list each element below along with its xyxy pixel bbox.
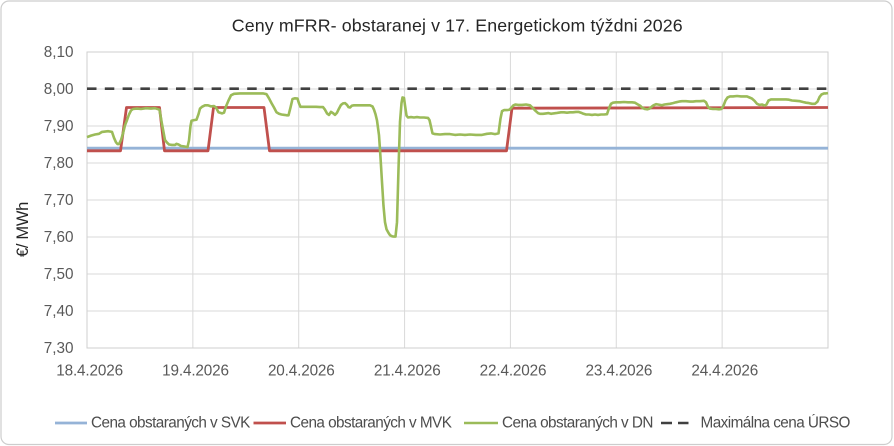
svg-text:24.4.2026: 24.4.2026 bbox=[691, 363, 758, 380]
svg-text:21.4.2026: 21.4.2026 bbox=[374, 363, 441, 380]
svg-text:8,10: 8,10 bbox=[44, 44, 74, 61]
svg-text:19.4.2026: 19.4.2026 bbox=[162, 363, 229, 380]
svg-text:7,80: 7,80 bbox=[44, 155, 74, 172]
svg-text:7,60: 7,60 bbox=[44, 229, 74, 246]
svg-text:€/ MWh: €/ MWh bbox=[14, 202, 32, 257]
svg-text:8,00: 8,00 bbox=[44, 81, 74, 98]
svg-text:7,40: 7,40 bbox=[44, 303, 74, 320]
svg-text:Maximálna cena ÚRSO: Maximálna cena ÚRSO bbox=[701, 415, 851, 432]
svg-text:18.4.2026: 18.4.2026 bbox=[56, 363, 123, 380]
svg-text:7,50: 7,50 bbox=[44, 266, 74, 283]
svg-text:22.4.2026: 22.4.2026 bbox=[480, 363, 547, 380]
svg-text:20.4.2026: 20.4.2026 bbox=[268, 363, 335, 380]
svg-text:Cena obstaraných v SVK: Cena obstaraných v SVK bbox=[91, 415, 251, 432]
svg-text:Ceny mFRR- obstaranej v 17. En: Ceny mFRR- obstaranej v 17. Energetickom… bbox=[232, 16, 683, 36]
svg-text:Cena obstaraných v DN: Cena obstaraných v DN bbox=[502, 415, 653, 432]
svg-text:7,70: 7,70 bbox=[44, 192, 74, 209]
svg-text:23.4.2026: 23.4.2026 bbox=[586, 363, 653, 380]
svg-text:Cena obstaraných v MVK: Cena obstaraných v MVK bbox=[290, 415, 453, 432]
svg-text:7,30: 7,30 bbox=[44, 340, 74, 357]
svg-text:7,90: 7,90 bbox=[44, 118, 74, 135]
